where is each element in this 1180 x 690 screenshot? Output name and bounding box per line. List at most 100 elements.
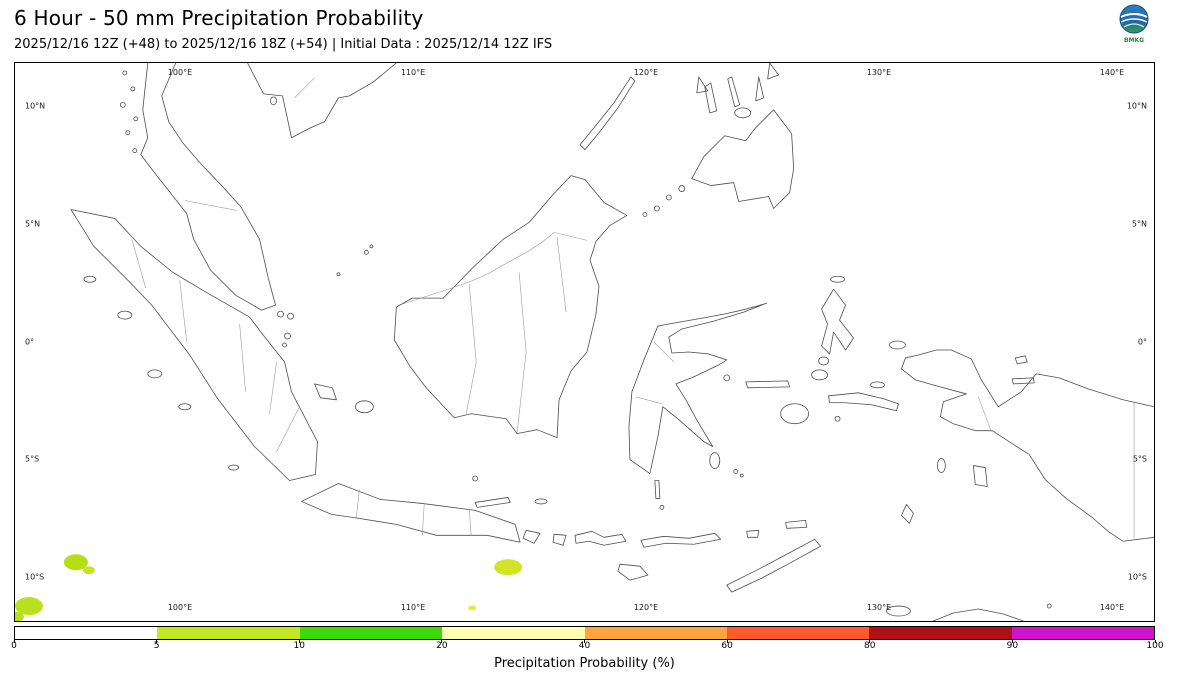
colorbar-segment — [726, 627, 870, 639]
coast-siberut — [147, 369, 163, 379]
coast-biak — [1014, 355, 1028, 365]
coastlines — [70, 63, 1154, 621]
colorbar-ticks: 0 5 10 20 40 60 80 90 100 — [11, 640, 1164, 653]
colorbar-segment — [442, 627, 585, 639]
colorbar: 0 5 10 20 40 60 80 90 100 Precipitation Probabil… — [11, 626, 1164, 671]
coast-belitung — [355, 400, 374, 414]
coast-nias — [117, 310, 133, 320]
coast-natuna-2 — [369, 244, 374, 249]
map-area: 100°E 100°E 110°E 110°E 120°E 120°E 130°E 130°E… — [14, 62, 1155, 622]
colorbar-segment — [1011, 627, 1154, 639]
lon-tick-label-bottom: 100°E — [167, 603, 193, 612]
colorbar-tick-label: 80 — [864, 641, 876, 651]
coast-buru — [780, 403, 810, 425]
coast-mergui-2 — [130, 86, 136, 92]
coast-panay — [696, 76, 709, 94]
lat-tick-label-left: 0° — [25, 337, 35, 347]
colorbar-tick-label: 20 — [436, 641, 448, 651]
precip-probability-area — [468, 605, 477, 611]
precip-probability-area — [494, 559, 523, 576]
lon-tick-label-bottom: 140°E — [1099, 603, 1125, 612]
coast-samar — [767, 63, 780, 80]
colorbar-tick-label: 90 — [1006, 641, 1019, 651]
coast-java — [301, 483, 521, 543]
coast-alor — [746, 529, 760, 538]
coast-mergui-3 — [119, 101, 126, 108]
lat-tick-label-left: 5°N — [25, 219, 41, 229]
coast-lombok — [552, 533, 567, 546]
coast-kai — [936, 458, 946, 473]
coast-obi — [811, 369, 828, 381]
coast-mergui-5 — [125, 130, 131, 136]
precip-layer — [15, 554, 523, 621]
border-thai-malaysia — [184, 200, 237, 211]
coast-negros — [704, 82, 718, 114]
precip-probability-area — [15, 597, 43, 616]
coast-sulu-2 — [665, 194, 672, 201]
coast-papua — [901, 349, 1154, 542]
coast-tukangbesi-1 — [733, 469, 739, 474]
lat-tick-label-right: 5°N — [1131, 219, 1147, 229]
border-borneo-my-id — [402, 232, 588, 305]
colorbar-tickmark — [156, 640, 158, 643]
coast-sula — [745, 380, 791, 389]
coast-halmahera — [821, 288, 854, 355]
coast-bali — [522, 529, 541, 544]
coast-phuquoc — [270, 96, 277, 106]
coast-mindanao — [691, 109, 795, 209]
colorbar-tickmark — [726, 640, 728, 643]
colorbar-tickmark — [1154, 640, 1156, 643]
precip-probability-area — [82, 566, 95, 575]
colorbar-tickmark — [13, 640, 15, 643]
coast-cebu — [727, 76, 741, 108]
coast-sumba — [617, 563, 649, 581]
bmkg-logo: BMKG — [1114, 3, 1154, 44]
precip-probability-area — [15, 612, 24, 621]
bmkg-logo-label: BMKG — [1123, 37, 1145, 44]
lon-tick-label-top: 130°E — [866, 68, 892, 77]
border-sumatra — [131, 239, 300, 452]
lat-tick-label-right: 10°N — [1126, 101, 1147, 111]
lat-tick-label-left: 5°S — [25, 454, 40, 464]
coast-bacan — [818, 356, 829, 366]
coast-bohol — [734, 107, 752, 119]
lon-tick-label-top: 120°E — [633, 68, 659, 77]
coast-ambon — [834, 415, 841, 422]
coast-sumbawa — [574, 530, 627, 546]
coast-timor — [726, 538, 821, 593]
colorbar-tick-label: 5 — [153, 641, 160, 651]
coast-wetar — [785, 519, 808, 529]
coast-aru — [972, 465, 988, 487]
colorbar-tick-label: 100 — [1146, 641, 1164, 651]
coast-bintan — [287, 312, 294, 320]
colorbar-tick-label: 40 — [578, 641, 591, 651]
coast-natuna-1 — [363, 249, 369, 255]
coast-malay-peninsula — [140, 63, 276, 311]
lat-tick-label-right: 10°S — [1127, 572, 1147, 582]
coast-lingga — [284, 332, 291, 340]
coast-anambas — [336, 272, 341, 277]
lat-tick-label-right: 5°S — [1132, 454, 1147, 464]
coast-tanimbar — [901, 504, 914, 524]
colorbar-tickmark — [1011, 640, 1013, 643]
lon-tick-label-top: 100°E — [167, 68, 193, 77]
colorbar-tickmark — [869, 640, 871, 643]
lon-tick-label-bottom: 130°E — [866, 603, 892, 612]
lat-tick-label-left: 10°N — [25, 101, 46, 111]
colorbar-segment — [584, 627, 727, 639]
basemap — [15, 63, 1154, 621]
coast-madura — [474, 497, 511, 508]
coast-croker — [1046, 603, 1052, 609]
lat-tick-label-right: 0° — [1137, 337, 1147, 347]
coast-sulawesi — [628, 302, 768, 474]
lon-tick-label-top: 110°E — [400, 68, 426, 77]
coast-indochina — [247, 63, 397, 139]
coast-sulu-3 — [653, 205, 660, 212]
colorbar-segments — [14, 626, 1155, 640]
coast-palawan — [579, 76, 636, 151]
coast-tanahjampea — [659, 505, 665, 510]
bmkg-logo-icon — [1119, 4, 1149, 34]
colorbar-tickmark — [298, 640, 300, 643]
coast-kangean — [534, 498, 548, 505]
valid-time-subtitle: 2025/12/16 12Z (+48) to 2025/12/16 18Z (… — [14, 37, 553, 52]
